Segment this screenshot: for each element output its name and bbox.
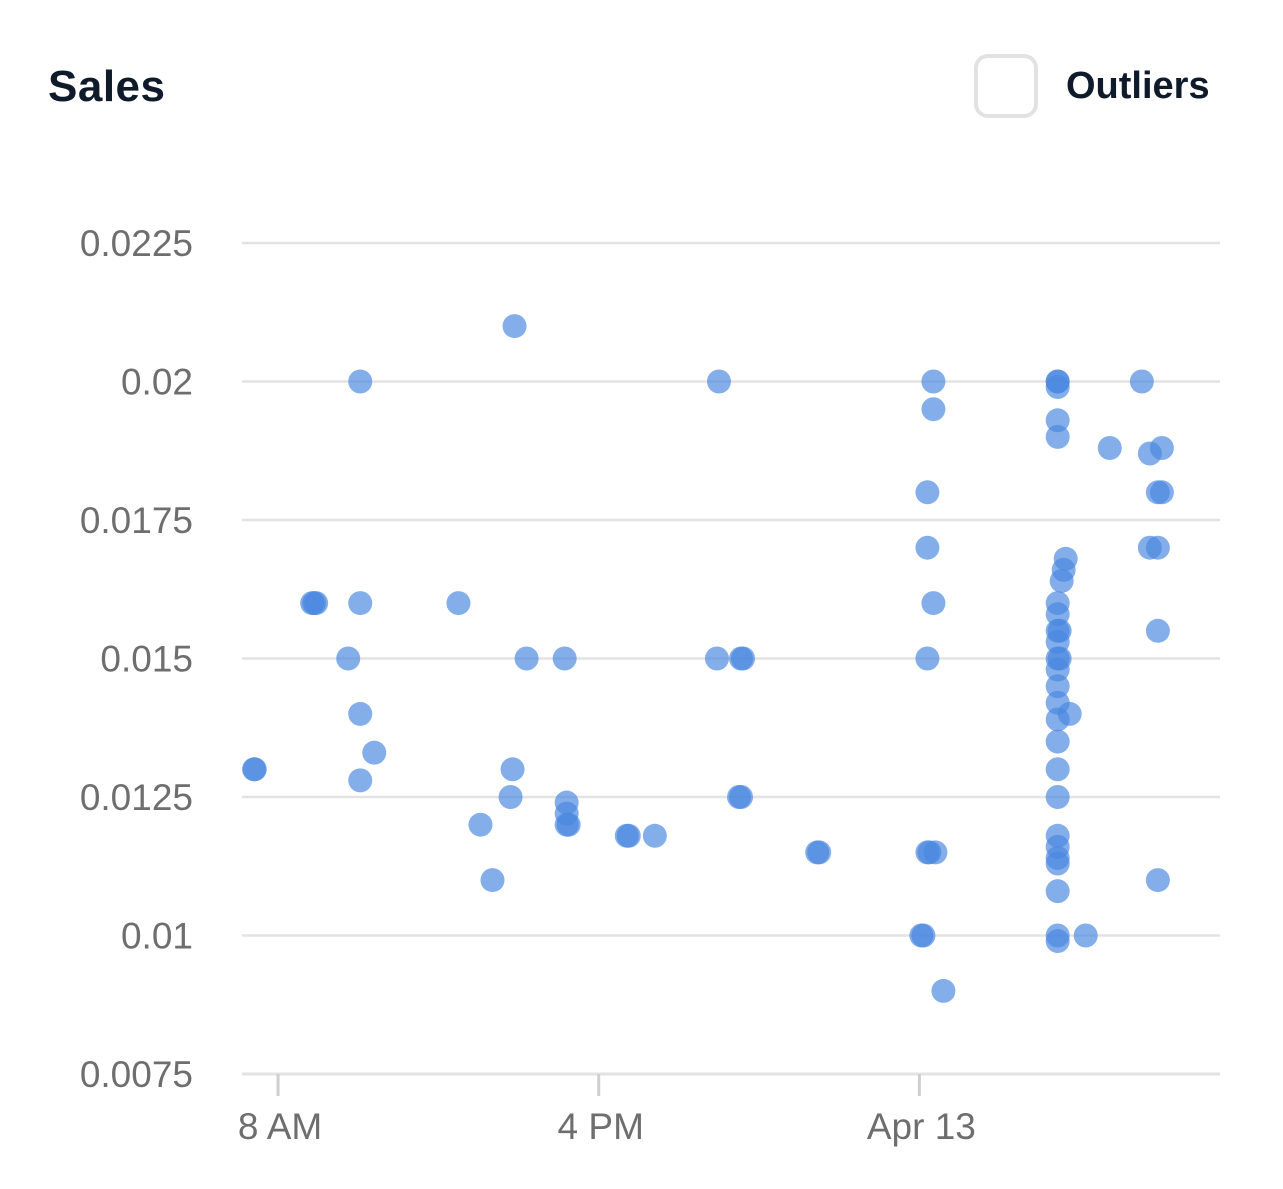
data-point <box>514 646 539 671</box>
data-point <box>921 397 946 422</box>
data-point <box>1045 757 1070 782</box>
outliers-toggle[interactable]: Outliers <box>974 54 1210 118</box>
data-point <box>911 923 936 948</box>
data-point <box>552 646 577 671</box>
data-point <box>480 868 505 893</box>
data-point <box>468 812 493 837</box>
data-point <box>921 369 946 394</box>
data-point <box>1149 480 1174 505</box>
data-point <box>1145 868 1170 893</box>
data-point <box>1047 646 1072 671</box>
data-point <box>498 785 523 809</box>
data-point <box>931 978 956 1003</box>
data-point <box>731 646 756 671</box>
y-tick-label: 0.0125 <box>80 777 193 818</box>
data-point <box>242 757 267 782</box>
data-point <box>500 757 525 782</box>
x-axis: 8 AM 4 PM Apr 13 <box>238 1072 1220 1147</box>
data-point <box>915 646 940 671</box>
y-axis-ticks: 0.0225 0.02 0.0175 0.015 0.0125 0.01 0.0075 <box>80 223 193 1095</box>
data-point <box>1045 729 1070 754</box>
data-point <box>348 369 373 394</box>
data-point <box>1129 369 1154 394</box>
y-tick-label: 0.0225 <box>80 223 193 264</box>
chart-header: Sales Outliers <box>0 0 1283 160</box>
data-point <box>1045 408 1070 433</box>
data-point <box>348 591 373 616</box>
data-point <box>1145 618 1170 643</box>
data-point <box>1045 879 1070 904</box>
outliers-label[interactable]: Outliers <box>1066 64 1210 107</box>
data-point <box>502 314 527 339</box>
data-point <box>1073 923 1098 948</box>
data-point <box>336 646 361 671</box>
data-point <box>642 823 667 848</box>
data-point <box>915 480 940 505</box>
data-point <box>807 840 832 865</box>
data-point <box>1057 701 1082 726</box>
data-point <box>1045 674 1070 699</box>
data-point <box>1045 785 1070 809</box>
outliers-checkbox[interactable] <box>974 54 1038 118</box>
data-point <box>446 591 471 616</box>
data-point <box>1097 435 1122 460</box>
data-point <box>729 785 754 809</box>
data-points <box>242 314 1174 1003</box>
data-point <box>921 591 946 616</box>
y-tick-label: 0.0175 <box>80 500 193 541</box>
data-point <box>1047 618 1072 643</box>
chart-title: Sales <box>48 62 166 111</box>
data-point <box>348 768 373 793</box>
data-point <box>923 840 948 865</box>
data-point <box>915 535 940 560</box>
data-point <box>1053 546 1078 571</box>
y-tick-label: 0.01 <box>121 916 193 957</box>
x-tick-label: Apr 13 <box>867 1106 976 1147</box>
data-point <box>706 369 731 394</box>
x-tick-label: 4 PM <box>558 1106 644 1147</box>
y-tick-label: 0.02 <box>121 362 193 403</box>
data-point <box>304 591 329 616</box>
x-tick-label: 8 AM <box>238 1106 322 1147</box>
data-point <box>348 701 373 726</box>
data-point <box>1149 435 1174 460</box>
y-tick-label: 0.015 <box>100 639 193 680</box>
data-point <box>1145 535 1170 560</box>
data-point <box>362 740 387 765</box>
data-point <box>1045 424 1070 449</box>
data-point <box>1045 851 1070 876</box>
data-point <box>616 823 641 848</box>
data-point <box>556 812 581 837</box>
y-tick-label: 0.0075 <box>80 1054 193 1095</box>
data-point <box>1045 929 1070 954</box>
data-point <box>704 646 729 671</box>
data-point <box>1045 375 1070 400</box>
